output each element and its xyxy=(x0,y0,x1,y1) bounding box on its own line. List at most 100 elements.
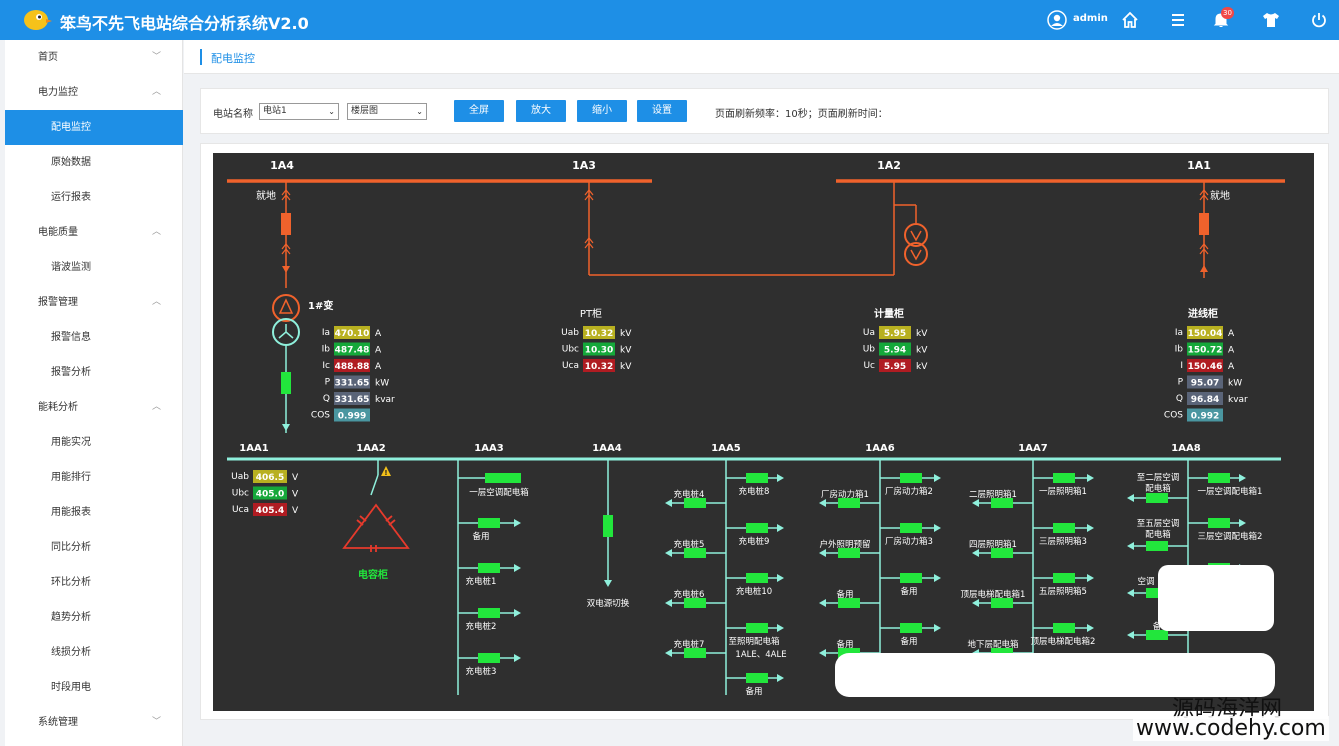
feeder-breaker[interactable] xyxy=(478,653,500,663)
reading-unit: kW xyxy=(375,379,389,389)
sidebar-item-13[interactable]: 用能排行 xyxy=(5,460,183,495)
sidebar-item-label: 系统管理 xyxy=(38,717,78,728)
feeder-breaker[interactable] xyxy=(746,523,768,533)
reading-unit: kV xyxy=(620,329,632,339)
feeder-breaker[interactable] xyxy=(478,563,500,573)
reading-box xyxy=(334,375,370,389)
view-select[interactable]: 楼层图 ⌄ xyxy=(347,103,427,120)
reading-box xyxy=(334,392,370,405)
feeder-breaker[interactable] xyxy=(838,598,860,608)
sidebar-item-11[interactable]: 能耗分析 ︿ xyxy=(5,390,183,425)
feeder-breaker[interactable] xyxy=(684,548,706,558)
feeder-breaker[interactable] xyxy=(1208,473,1230,483)
power-icon[interactable] xyxy=(1309,10,1329,30)
theme-shirt-icon[interactable] xyxy=(1261,10,1281,30)
feeder-breaker[interactable] xyxy=(1208,518,1230,528)
feeder-breaker[interactable] xyxy=(991,548,1013,558)
feeder-breaker[interactable] xyxy=(485,473,521,483)
capacitor-plates-icon xyxy=(356,515,396,552)
feeder-breaker[interactable] xyxy=(1053,623,1075,633)
sidebar-item-17[interactable]: 趋势分析 xyxy=(5,600,183,635)
sidebar-item-9[interactable]: 报警信息 xyxy=(5,320,183,355)
warning-icon[interactable] xyxy=(381,466,391,476)
feeder-breaker[interactable] xyxy=(684,598,706,608)
feeder-breaker[interactable] xyxy=(1146,588,1168,598)
sidebar-item-14[interactable]: 用能报表 xyxy=(5,495,183,530)
view-select-value: 楼层图 xyxy=(351,106,379,116)
feeder-breaker[interactable] xyxy=(1146,630,1168,640)
feeder-breaker[interactable] xyxy=(900,573,922,583)
breaker-1A1[interactable] xyxy=(1199,213,1209,235)
menu-icon[interactable] xyxy=(1168,10,1188,30)
single-line-diagram: 1A4 1A3 1A2 1A1 就地 1#变 Ia 470.10 A Ib 487.48 A Ic 488… xyxy=(213,153,1314,711)
feeder-breaker[interactable] xyxy=(991,598,1013,608)
reading-name: Ia xyxy=(1175,328,1183,338)
feeder-breaker[interactable] xyxy=(478,518,500,528)
sidebar-item-18[interactable]: 线损分析 xyxy=(5,635,183,670)
feeder-label: 配电箱 xyxy=(1145,529,1171,540)
feeder-label: 至二层空调 xyxy=(1137,472,1180,483)
feeder-breaker[interactable] xyxy=(1146,493,1168,503)
sidebar-item-12[interactable]: 用能实况 xyxy=(5,425,183,460)
sidebar-item-10[interactable]: 报警分析 xyxy=(5,355,183,390)
feeder-breaker[interactable] xyxy=(838,548,860,558)
station-label: 电站名称 xyxy=(213,109,253,120)
feeder-breaker[interactable] xyxy=(838,498,860,508)
zoom-in-button[interactable]: 放大 xyxy=(516,100,566,122)
user-name[interactable]: admin xyxy=(1073,13,1108,24)
feeder-breaker[interactable] xyxy=(746,573,768,583)
feeder-breaker[interactable] xyxy=(1146,541,1168,551)
chevron-up-icon: ︿ xyxy=(151,402,161,412)
reading-box xyxy=(253,486,287,500)
feeder-breaker[interactable] xyxy=(684,498,706,508)
sidebar-item-3[interactable]: 配电监控 xyxy=(5,110,183,145)
sidebar-item-1[interactable]: 首页 ﹀ xyxy=(5,40,183,75)
zoom-out-button[interactable]: 缩小 xyxy=(577,100,627,122)
home-icon[interactable] xyxy=(1120,10,1140,30)
feeder-breaker[interactable] xyxy=(746,473,768,483)
breaker-1A4[interactable] xyxy=(281,213,291,235)
feeder-breaker[interactable] xyxy=(478,608,500,618)
feeder-breaker[interactable] xyxy=(900,523,922,533)
fullscreen-button[interactable]: 全屏 xyxy=(454,100,504,122)
user-avatar-icon[interactable] xyxy=(1047,10,1067,30)
feeder-breaker[interactable] xyxy=(991,498,1013,508)
feeder-breaker[interactable] xyxy=(1053,473,1075,483)
breaker-lv-main[interactable] xyxy=(281,372,291,394)
capacitor-triangle-icon xyxy=(342,503,410,549)
sidebar-item-5[interactable]: 运行报表 xyxy=(5,180,183,215)
reading-box xyxy=(583,326,615,339)
sidebar-item-2[interactable]: 电力监控 ︿ xyxy=(5,75,183,110)
sidebar-item-8[interactable]: 报警管理 ︿ xyxy=(5,285,183,320)
feeder-label: 二层照明箱1 xyxy=(969,489,1017,500)
feeder-breaker[interactable] xyxy=(684,648,706,658)
sidebar-item-6[interactable]: 电能质量 ︿ xyxy=(5,215,183,250)
breaker-aa4[interactable] xyxy=(603,515,613,537)
feeder-breaker[interactable] xyxy=(746,673,768,683)
feeder-sublabel: 1ALE、4ALE xyxy=(735,650,786,660)
reading-unit: kV xyxy=(620,362,632,372)
lv-bus-label-1AA8: 1AA8 xyxy=(1171,443,1200,454)
sidebar-item-4[interactable]: 原始数据 xyxy=(5,145,183,180)
arrow-right-icon xyxy=(934,524,941,532)
sidebar-item-19[interactable]: 时段用电 xyxy=(5,670,183,705)
feeder-breaker[interactable] xyxy=(1053,523,1075,533)
breadcrumb-current[interactable]: 配电监控 xyxy=(211,52,255,65)
reading-value: 10.32 xyxy=(585,362,613,372)
pt-label: PT柜 xyxy=(580,307,602,320)
sidebar-item-15[interactable]: 同比分析 xyxy=(5,530,183,565)
feeder-label: 至五层空调 xyxy=(1137,518,1180,529)
feeder-label: 备用 xyxy=(472,531,489,542)
sidebar-item-20[interactable]: 系统管理 ﹀ xyxy=(5,705,183,740)
settings-button[interactable]: 设置 xyxy=(637,100,687,122)
feeder-breaker[interactable] xyxy=(746,623,768,633)
reading-name: Ua xyxy=(863,328,875,338)
feeder-breaker[interactable] xyxy=(900,473,922,483)
sidebar-item-16[interactable]: 环比分析 xyxy=(5,565,183,600)
feeder-breaker[interactable] xyxy=(900,623,922,633)
sidebar-item-7[interactable]: 谐波监测 xyxy=(5,250,183,285)
reading-value: 150.46 xyxy=(1188,362,1223,372)
feeder-breaker[interactable] xyxy=(1053,573,1075,583)
station-select[interactable]: 电站1 ⌄ xyxy=(259,103,339,120)
sidebar-item-label: 配电监控 xyxy=(51,122,91,133)
